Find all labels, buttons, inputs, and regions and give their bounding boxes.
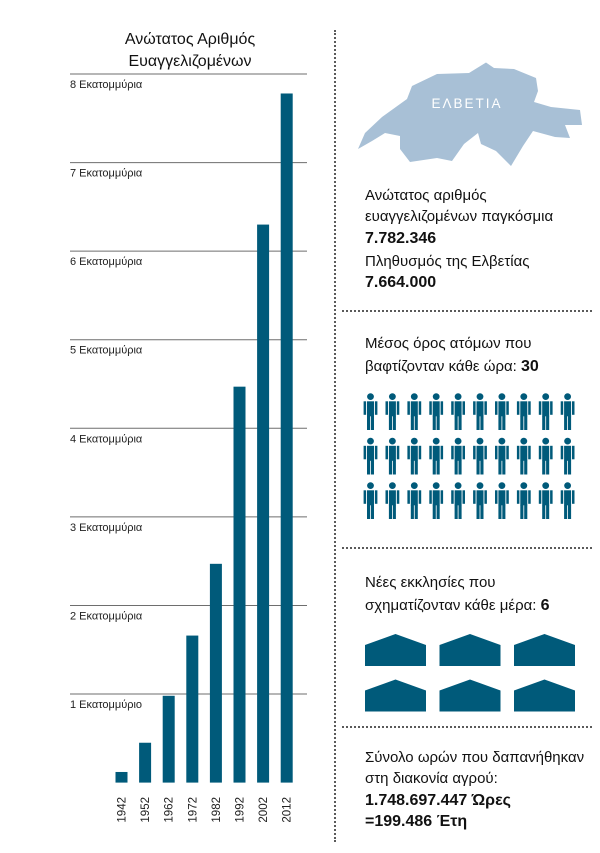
section-divider <box>342 726 592 728</box>
y-tick-label: 8 Εκατομμύρια <box>70 79 143 91</box>
x-tick-label: 1982 <box>211 797 223 823</box>
person-icon <box>407 393 422 430</box>
switzerland-map-icon: ΕΛΒΕΤΙΑ <box>358 62 582 166</box>
chart-bars <box>115 93 293 783</box>
field-service-hours: 1.748.697.447 Ώρες <box>365 792 511 809</box>
baptism-icons-grid <box>363 393 575 519</box>
congregation-icons-grid <box>365 634 575 712</box>
y-tick-label: 1 Εκατομμύριο <box>70 699 142 711</box>
field-service-label-line-1: Σύνολο ωρών που δαπανήθηκαν <box>365 749 585 766</box>
person-icon <box>429 482 444 519</box>
chart-title-line-2: Ευαγγελιζομένων <box>128 53 251 70</box>
right-column-graphics: ΕΛΒΕΤΙΑ <box>358 62 582 712</box>
person-icon <box>516 482 531 519</box>
x-tick-label: 2002 <box>258 797 270 823</box>
congregations-value: 6 <box>540 597 550 614</box>
baptisms-label-line-2: βαφτίζονταν κάθε ώρα: 30 <box>365 357 539 377</box>
y-tick-label: 5 Εκατομμύρια <box>70 345 143 357</box>
congregations-label-text: σχηματίζονταν κάθε μέρα: <box>365 597 541 614</box>
column-divider <box>334 30 336 842</box>
person-icon <box>385 482 400 519</box>
bar-1972 <box>186 635 199 783</box>
person-icon <box>429 437 444 475</box>
y-tick-label: 2 Εκατομμύρια <box>70 610 143 622</box>
church-icon <box>365 679 426 712</box>
y-tick-label: 3 Εκατομμύρια <box>70 522 143 534</box>
y-tick-label: 7 Εκατομμύρια <box>70 168 143 180</box>
bar-1982 <box>209 563 222 783</box>
bar-2012 <box>280 93 293 783</box>
baptisms-label-line-1: Μέσος όρος ατόμων που <box>365 335 532 352</box>
person-icon <box>495 393 509 430</box>
chart-title-line-1: Ανώτατος Αριθμός <box>125 31 256 48</box>
x-tick-label: 1942 <box>117 797 129 823</box>
chart-grid: 8 Εκατομμύρια 7 Εκατομμύρια 6 Εκατομμύρια 5… <box>70 73 307 711</box>
y-tick-label: 6 Εκατομμύρια <box>70 256 143 268</box>
person-icon <box>407 437 422 475</box>
baptisms-value: 30 <box>521 358 539 375</box>
baptisms-label-text: βαφτίζονταν κάθε ώρα: <box>365 358 522 375</box>
x-tick-label: 2012 <box>282 797 294 823</box>
bar-2002 <box>257 224 270 783</box>
bar-1992 <box>233 386 246 783</box>
population-value: 7.664.000 <box>365 274 437 291</box>
person-icon <box>538 437 553 475</box>
section-divider <box>342 547 592 549</box>
person-icon <box>451 393 465 430</box>
church-icon <box>514 679 575 712</box>
field-service-years: =199.486 Έτη <box>365 813 468 830</box>
person-icon <box>473 482 487 519</box>
church-icon <box>439 634 501 666</box>
bar-1952 <box>139 742 152 783</box>
person-icon <box>538 393 553 430</box>
person-icon <box>516 437 531 475</box>
y-tick-label: 4 Εκατομμύρια <box>70 433 143 445</box>
congregations-label-line-2: σχηματίζονταν κάθε μέρα: 6 <box>365 596 550 616</box>
x-tick-label: 1972 <box>187 797 199 823</box>
person-icon <box>473 393 487 430</box>
map-label: ΕΛΒΕΤΙΑ <box>431 96 502 111</box>
world-max-label-line-2: ευαγγελιζομένων παγκόσμια <box>365 208 554 225</box>
population-label: Πληθυσμός της Ελβετίας <box>365 253 530 270</box>
person-icon <box>560 393 575 430</box>
switzerland-map-shape <box>358 62 582 166</box>
person-icon <box>385 393 400 430</box>
church-icon <box>439 679 501 712</box>
congregations-label-line-1: Νέες εκκλησίες που <box>365 574 496 591</box>
world-max-value: 7.782.346 <box>365 230 437 247</box>
world-max-label-line-1: Ανώτατος αριθμός <box>365 187 487 204</box>
person-icon <box>451 437 465 475</box>
person-icon <box>560 437 575 475</box>
x-tick-label: 1952 <box>140 797 152 823</box>
bar-1942 <box>115 771 128 783</box>
person-icon <box>495 437 509 475</box>
bar-chart: Ανώτατος Αριθμός Ευαγγελιζομένων 8 Εκατο… <box>70 31 307 823</box>
person-icon <box>538 482 553 519</box>
person-icon <box>385 437 400 475</box>
field-service-label-line-2: στη διακονία αγρού: <box>365 770 498 787</box>
church-icon <box>365 634 426 666</box>
person-icon <box>495 482 509 519</box>
bar-1962 <box>162 695 175 783</box>
x-tick-label: 1992 <box>235 797 247 823</box>
church-icon <box>514 634 575 666</box>
section-divider <box>342 310 592 312</box>
person-icon <box>363 437 378 475</box>
person-icon <box>363 393 378 430</box>
person-icon <box>473 437 487 475</box>
person-icon <box>429 393 444 430</box>
person-icon <box>363 482 378 519</box>
person-icon <box>407 482 422 519</box>
person-icon <box>560 482 575 519</box>
person-icon <box>451 482 465 519</box>
person-icon <box>516 393 531 430</box>
chart-x-axis-labels: 1942 1952 1962 1972 1982 1992 2002 2012 <box>117 797 294 823</box>
x-tick-label: 1962 <box>164 797 176 823</box>
